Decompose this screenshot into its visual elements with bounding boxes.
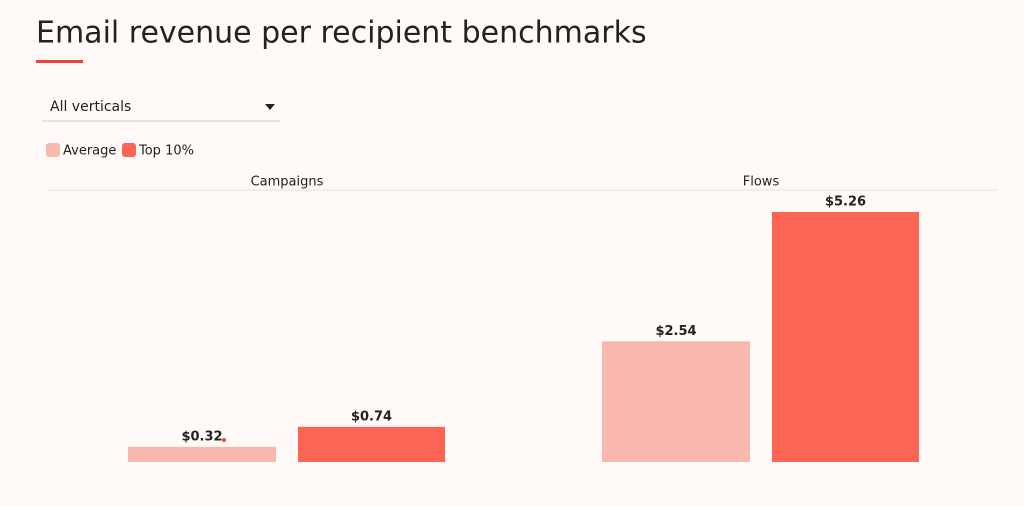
marker-dot — [222, 438, 226, 442]
legend-label[interactable]: Top 10% — [138, 144, 194, 159]
dropdown-caret[interactable] — [265, 104, 275, 110]
title-underline — [36, 60, 83, 63]
dropdown-label[interactable]: All verticals — [50, 99, 131, 115]
legend-swatch[interactable] — [122, 143, 136, 157]
bar — [602, 341, 750, 462]
legend-label[interactable]: Average — [63, 144, 116, 159]
bar — [298, 426, 445, 462]
value-label: $0.32 — [181, 429, 222, 444]
chart-title: Email revenue per recipient benchmarks — [36, 16, 647, 51]
dropdown[interactable]: All verticals — [42, 99, 280, 122]
value-label: $2.54 — [655, 324, 696, 339]
bar — [772, 212, 919, 462]
panel-label: Campaigns — [251, 175, 324, 190]
value-label: $5.26 — [825, 195, 866, 210]
value-label: $0.74 — [351, 409, 392, 424]
panel-label: Flows — [743, 175, 780, 190]
legend-swatch[interactable] — [46, 143, 60, 157]
bar — [128, 446, 276, 462]
